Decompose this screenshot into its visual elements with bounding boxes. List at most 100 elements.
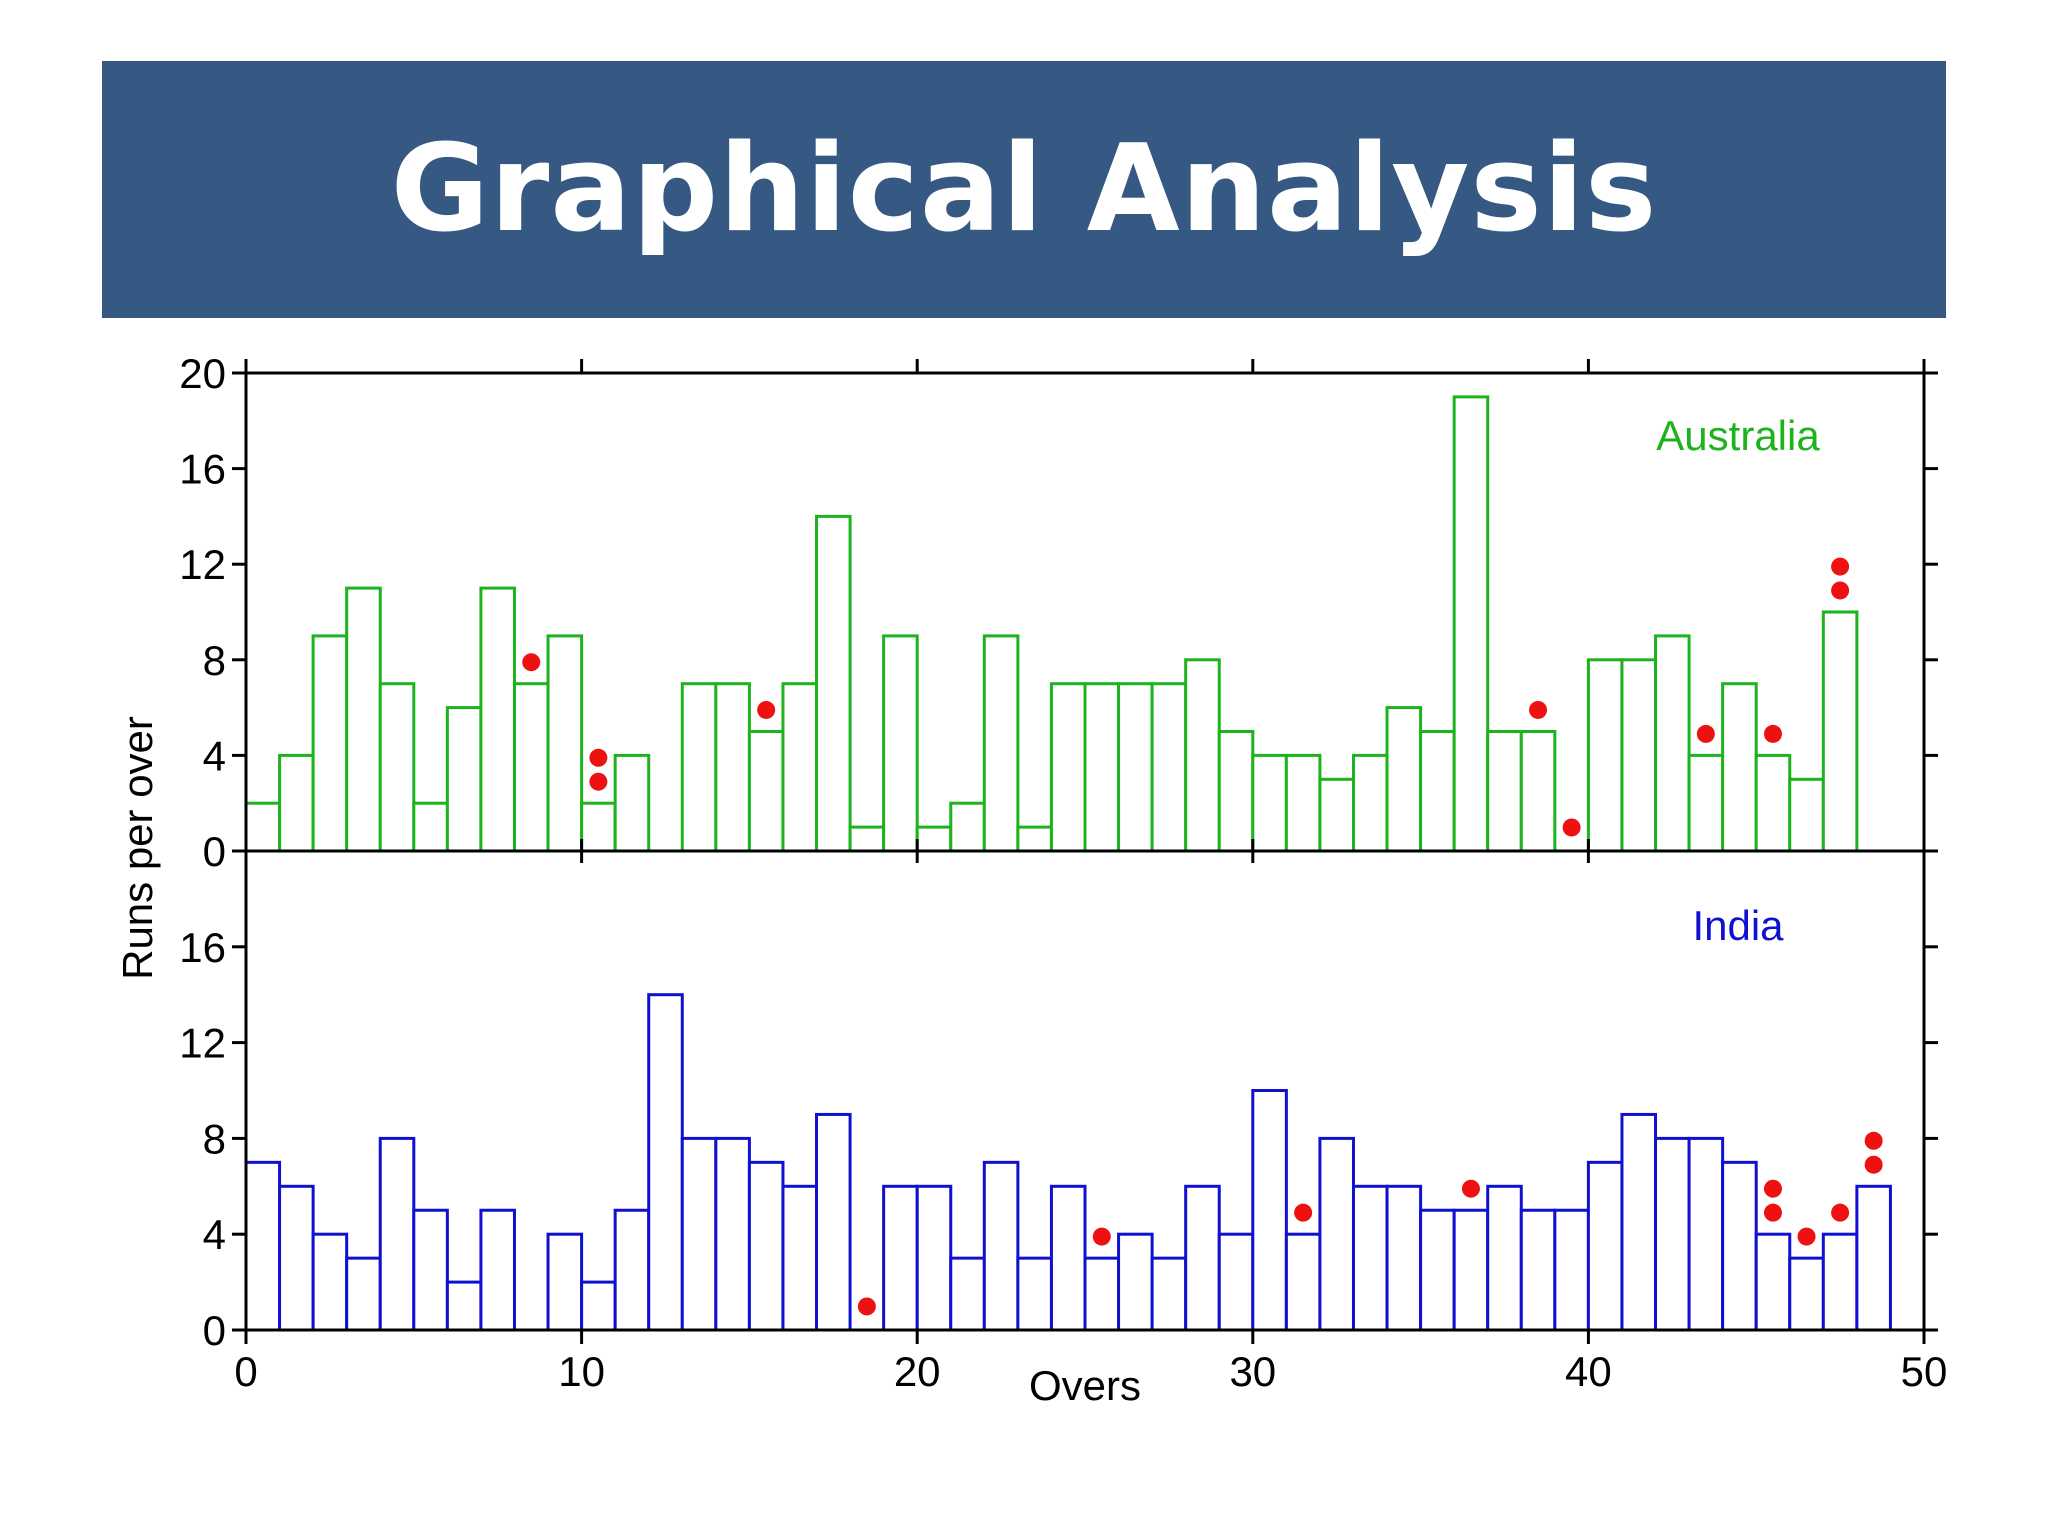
bar-australia-over-5 — [378, 682, 416, 853]
bar-india-over-16 — [747, 1160, 785, 1332]
bar-india-over-13 — [647, 993, 684, 1332]
wicket-marker-australia-over-40-1 — [1562, 818, 1581, 837]
bar-india-over-23 — [982, 1160, 1020, 1332]
y-tick-label-p1-16: 16 — [179, 446, 226, 493]
wicket-marker-australia-over-11-1 — [589, 772, 608, 791]
bar-india-over-27 — [1117, 1232, 1154, 1332]
bar-australia-over-32 — [1284, 753, 1322, 853]
bar-india-over-43 — [1654, 1136, 1691, 1332]
slide-title: Graphical Analysis — [390, 120, 1658, 259]
bar-australia-over-11 — [580, 801, 617, 853]
bar-india-over-36 — [1419, 1208, 1456, 1332]
bar-india-over-14 — [680, 1136, 718, 1332]
wicket-marker-australia-over-48-1 — [1831, 581, 1850, 600]
bar-india-over-21 — [915, 1184, 953, 1332]
wicket-marker-india-over-19-1 — [857, 1297, 876, 1316]
bar-australia-over-26 — [1083, 682, 1121, 853]
bar-australia-over-28 — [1150, 682, 1188, 853]
bar-australia-over-35 — [1385, 706, 1423, 853]
bar-india-over-3 — [311, 1232, 349, 1332]
bar-india-over-32 — [1284, 1232, 1322, 1332]
bar-australia-over-45 — [1721, 682, 1758, 853]
y-tick-label-p1-8: 8 — [203, 637, 226, 684]
bar-australia-over-46 — [1754, 753, 1792, 853]
wicket-marker-india-over-49-1 — [1864, 1155, 1883, 1174]
bar-australia-over-42 — [1620, 658, 1658, 853]
bar-india-over-30 — [1217, 1232, 1255, 1332]
bar-australia-over-24 — [1016, 825, 1053, 853]
bar-australia-over-17 — [781, 682, 819, 853]
bar-australia-over-2 — [278, 753, 315, 853]
bar-australia-over-39 — [1519, 730, 1557, 853]
bar-india-over-7 — [445, 1280, 483, 1332]
bar-india-over-34 — [1351, 1184, 1389, 1332]
bar-india-over-5 — [378, 1136, 416, 1332]
bar-australia-over-41 — [1586, 658, 1624, 853]
bar-india-over-4 — [345, 1256, 382, 1332]
bar-australia-over-6 — [412, 801, 449, 853]
y-tick-label-p2-16: 16 — [179, 924, 226, 971]
bar-india-over-42 — [1620, 1112, 1658, 1332]
bar-india-over-28 — [1150, 1256, 1188, 1332]
bar-australia-over-29 — [1184, 658, 1221, 853]
y-tick-label-p2-0: 0 — [203, 1307, 226, 1354]
bar-india-over-1 — [244, 1160, 282, 1332]
bar-australia-over-27 — [1117, 682, 1154, 853]
bar-india-over-22 — [949, 1256, 986, 1332]
wicket-marker-india-over-26-1 — [1092, 1227, 1111, 1246]
wicket-marker-australia-over-9-1 — [522, 653, 541, 672]
bar-india-over-2 — [278, 1184, 315, 1332]
wicket-marker-india-over-49-2 — [1864, 1131, 1883, 1150]
bar-australia-over-1 — [244, 801, 282, 853]
x-tick-label-10: 10 — [558, 1348, 605, 1395]
wicket-marker-india-over-37-1 — [1461, 1179, 1480, 1198]
wicket-marker-australia-over-44-1 — [1696, 724, 1715, 743]
x-tick-label-20: 20 — [894, 1348, 941, 1395]
bar-australia-over-33 — [1318, 777, 1355, 853]
bar-india-over-45 — [1721, 1160, 1758, 1332]
bar-australia-over-36 — [1419, 730, 1456, 853]
bar-australia-over-38 — [1486, 730, 1523, 853]
bar-australia-over-44 — [1687, 753, 1725, 853]
bar-india-over-10 — [546, 1232, 584, 1332]
y-tick-label-p2-8: 8 — [203, 1115, 226, 1162]
x-axis-label: Overs — [1029, 1362, 1141, 1409]
y-axis-label: Runs per over — [114, 716, 161, 980]
bar-india-over-25 — [1049, 1184, 1087, 1332]
bar-australia-over-30 — [1217, 730, 1255, 853]
axes-layer: 0 10 20 30 40 50 0 4 8 12 16 20 0 4 8 12 16 — [179, 350, 1947, 1395]
wicket-marker-australia-over-48-2 — [1831, 557, 1850, 576]
bar-india-over-49 — [1855, 1184, 1892, 1332]
wicket-markers-layer — [522, 557, 1883, 1316]
bar-india-over-33 — [1318, 1136, 1355, 1332]
bar-india-over-8 — [479, 1208, 516, 1332]
x-tick-label-40: 40 — [1565, 1348, 1612, 1395]
bar-india-over-31 — [1251, 1089, 1288, 1332]
wicket-marker-australia-over-39-1 — [1529, 700, 1548, 719]
bar-india-over-38 — [1486, 1184, 1523, 1332]
bar-australia-over-10 — [546, 634, 584, 853]
x-tick-label-30: 30 — [1229, 1348, 1276, 1395]
wicket-marker-australia-over-16-1 — [757, 700, 776, 719]
bar-australia-over-19 — [848, 825, 886, 853]
y-tick-label-p2-4: 4 — [203, 1211, 226, 1258]
bar-india-over-20 — [882, 1184, 919, 1332]
bar-india-over-12 — [613, 1208, 651, 1332]
bar-australia-over-23 — [982, 634, 1020, 853]
bar-india-over-18 — [815, 1112, 852, 1332]
bar-australia-over-12 — [613, 753, 651, 853]
bar-australia-over-8 — [479, 586, 516, 853]
bar-australia-over-48 — [1821, 610, 1859, 853]
bar-india-over-48 — [1821, 1232, 1859, 1332]
y-tick-label-p2-12: 12 — [179, 1020, 226, 1067]
labels-layer: Australia India Overs Runs per over — [114, 412, 1820, 1409]
wicket-marker-india-over-46-2 — [1763, 1179, 1782, 1198]
title-banner: Graphical Analysis — [102, 61, 1946, 318]
bar-australia-over-31 — [1251, 753, 1288, 853]
bar-india-over-39 — [1519, 1208, 1557, 1332]
bar-india-over-37 — [1452, 1208, 1490, 1332]
y-tick-label-p1-4: 4 — [203, 732, 226, 779]
bar-india-over-35 — [1385, 1184, 1423, 1332]
panel-bars-layer — [244, 395, 1892, 1332]
